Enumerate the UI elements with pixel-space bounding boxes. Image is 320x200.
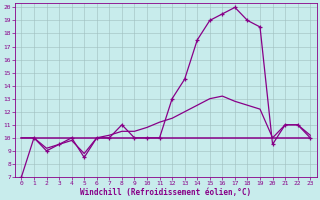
- X-axis label: Windchill (Refroidissement éolien,°C): Windchill (Refroidissement éolien,°C): [80, 188, 252, 197]
